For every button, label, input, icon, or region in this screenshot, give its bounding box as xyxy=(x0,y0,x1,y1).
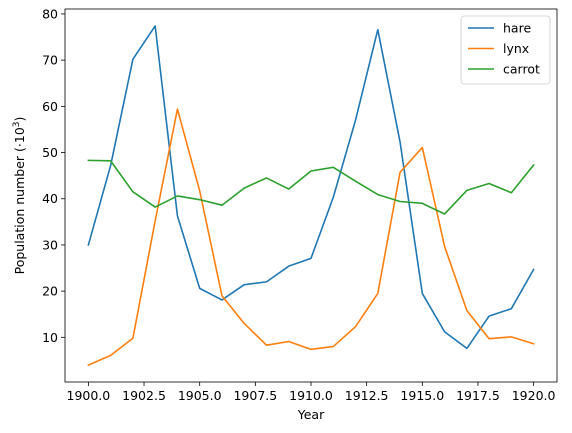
y-axis-label-main: Population number (·10 xyxy=(12,127,27,274)
series-line-lynx xyxy=(87,108,535,367)
x-tick-label: 1912.5 xyxy=(345,388,389,403)
series-line-carrot xyxy=(87,159,535,215)
y-tick-label: 10 xyxy=(42,330,58,345)
legend: hare lynx carrot xyxy=(460,15,551,85)
y-tick-label: 40 xyxy=(42,191,58,206)
x-axis-label: Year xyxy=(297,407,325,422)
legend-label-lynx: lynx xyxy=(503,41,529,56)
x-tick-label: 1910.0 xyxy=(289,388,333,403)
y-tick-label: 30 xyxy=(42,237,58,252)
y-tick-label: 20 xyxy=(42,284,58,299)
y-tick-label: 80 xyxy=(42,6,58,21)
y-axis-ticks: 10 20 30 40 50 60 70 80 xyxy=(42,6,65,345)
x-tick-label: 1915.0 xyxy=(400,388,444,403)
legend-label-hare: hare xyxy=(503,21,531,36)
x-tick-label: 1917.5 xyxy=(456,388,500,403)
y-tick-label: 70 xyxy=(42,53,58,68)
x-tick-label: 1900.0 xyxy=(67,388,111,403)
x-tick-label: 1907.5 xyxy=(233,388,277,403)
series-line-hare xyxy=(87,25,535,350)
y-axis-label: Population number (·103) xyxy=(12,117,27,275)
y-axis-label-superscript: 3 xyxy=(12,121,22,127)
series-layer xyxy=(87,25,535,367)
y-tick-label: 60 xyxy=(42,99,58,114)
x-tick-label: 1920.0 xyxy=(512,388,556,403)
x-tick-label: 1902.5 xyxy=(122,388,166,403)
legend-box xyxy=(460,15,551,85)
y-tick-label: 50 xyxy=(42,145,58,160)
x-tick-label: 1905.0 xyxy=(178,388,222,403)
y-axis-label-suffix: ) xyxy=(12,117,27,122)
x-axis-ticks: 1900.0 1902.5 1905.0 1907.5 1910.0 1912.5 1915… xyxy=(67,382,556,403)
legend-label-carrot: carrot xyxy=(503,62,540,77)
